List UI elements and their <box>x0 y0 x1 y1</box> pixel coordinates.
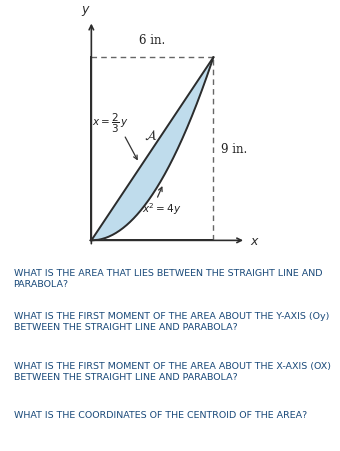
Text: $x$: $x$ <box>250 235 260 247</box>
Text: 9 in.: 9 in. <box>221 143 247 156</box>
Text: 6 in.: 6 in. <box>139 34 166 47</box>
Polygon shape <box>91 58 214 241</box>
Text: $\mathcal{A}$: $\mathcal{A}$ <box>144 129 157 142</box>
Text: $x^2 = 4y$: $x^2 = 4y$ <box>142 201 182 216</box>
Text: WHAT IS THE COORDINATES OF THE CENTROID OF THE AREA?: WHAT IS THE COORDINATES OF THE CENTROID … <box>14 410 307 419</box>
Text: WHAT IS THE AREA THAT LIES BETWEEN THE STRAIGHT LINE AND
PARABOLA?: WHAT IS THE AREA THAT LIES BETWEEN THE S… <box>14 268 322 289</box>
Text: $x = \dfrac{2}{3}\,y$: $x = \dfrac{2}{3}\,y$ <box>92 111 129 135</box>
Text: $y$: $y$ <box>81 4 91 18</box>
Text: WHAT IS THE FIRST MOMENT OF THE AREA ABOUT THE Y-AXIS (Oy)
BETWEEN THE STRAIGHT : WHAT IS THE FIRST MOMENT OF THE AREA ABO… <box>14 311 329 331</box>
Text: WHAT IS THE FIRST MOMENT OF THE AREA ABOUT THE X-AXIS (OX)
BETWEEN THE STRAIGHT : WHAT IS THE FIRST MOMENT OF THE AREA ABO… <box>14 361 330 381</box>
